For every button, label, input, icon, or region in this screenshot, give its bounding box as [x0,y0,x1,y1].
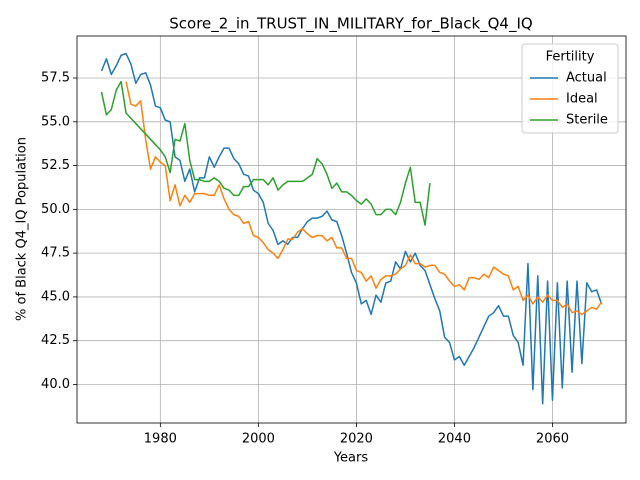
y-tick-label: 55.0 [41,114,70,129]
y-tick-label: 52.5 [41,158,70,173]
legend-title: Fertility [546,50,595,65]
y-tick-label: 47.5 [41,246,70,261]
chart-title: Score_2_in_TRUST_IN_MILITARY_for_Black_Q… [169,15,532,34]
legend-label: Actual [566,71,607,86]
x-tick-label: 2040 [438,432,471,447]
x-tick-label: 2000 [242,432,275,447]
y-tick-label: 40.0 [41,377,70,392]
y-tick-label: 50.0 [41,202,70,217]
legend-box [521,43,619,134]
x-tick-label: 1980 [144,432,177,447]
x-axis-label: Years [333,451,369,466]
x-tick-label: 2020 [340,432,373,447]
series-line [100,80,431,226]
y-tick-label: 45.0 [41,289,70,304]
legend-label: Sterile [566,113,608,128]
x-tick-label: 2060 [536,432,569,447]
y-axis-label: % of Black Q4_IQ Population [15,137,30,321]
series-line [100,52,603,405]
legend: Fertility Actual Ideal Sterile [521,43,619,134]
legend-label: Ideal [566,92,598,107]
series-line [125,81,603,316]
y-tick-label: 57.5 [41,71,70,86]
y-tick-label: 42.5 [41,333,70,348]
plot-frame [76,35,627,424]
